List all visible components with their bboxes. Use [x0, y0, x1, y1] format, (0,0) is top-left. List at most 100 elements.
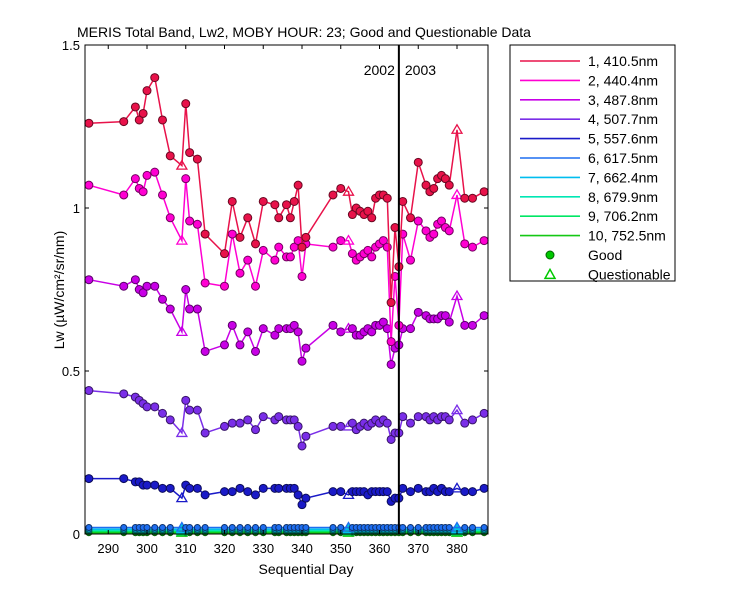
data-point [386, 298, 396, 308]
plot-frame [84, 44, 489, 535]
data-point [444, 415, 454, 425]
data-point [468, 415, 477, 425]
data-point [258, 483, 268, 493]
data-point [158, 408, 167, 418]
data-point [192, 405, 202, 415]
data-point [258, 245, 268, 255]
data-point [150, 480, 160, 490]
data-point [390, 223, 400, 233]
data-point [220, 487, 229, 497]
data-point [251, 425, 260, 435]
questionable-marker [450, 123, 464, 134]
data-point [165, 151, 175, 161]
data-point [297, 356, 307, 366]
x-tick-label: 320 [214, 541, 236, 556]
year-label-2003: 2003 [405, 62, 436, 78]
questionable-marker [450, 403, 464, 415]
data-point [367, 252, 377, 262]
questionable-marker [450, 289, 464, 301]
x-tick-label: 330 [252, 541, 274, 556]
legend-label: Good [588, 247, 622, 263]
legend-label: 8, 679.9nm [588, 189, 658, 205]
data-point [275, 523, 283, 531]
data-point [235, 340, 245, 350]
data-point [119, 474, 129, 484]
data-point [469, 523, 476, 531]
data-point [220, 340, 229, 350]
data-point [413, 307, 423, 317]
data-point [251, 281, 260, 291]
data-point [293, 180, 303, 190]
data-point [336, 487, 346, 497]
data-point [251, 239, 260, 249]
data-point [221, 523, 228, 531]
legend-label: 4, 507.7nm [588, 111, 658, 127]
data-point [398, 412, 408, 422]
data-point [165, 415, 175, 425]
data-point [468, 487, 477, 497]
x-axis-label: Sequential Day [259, 561, 354, 577]
legend-label: 7, 662.4nm [588, 169, 658, 185]
data-point [192, 154, 202, 164]
data-point [378, 236, 388, 246]
data-point [347, 418, 357, 428]
data-point [165, 304, 175, 314]
data-point [429, 229, 439, 239]
data-point [138, 288, 148, 298]
legend: 1, 410.5nm 2, 440.4nm 3, 487.8nm 4, 507.7nm… [509, 44, 676, 282]
data-point [192, 219, 202, 229]
data-point [460, 320, 470, 330]
year-label-2002: 2002 [364, 62, 395, 78]
data-point [328, 242, 338, 252]
data-point [437, 216, 446, 226]
data-point [165, 483, 175, 493]
data-point [297, 242, 307, 252]
data-point [460, 487, 470, 497]
data-point [192, 304, 202, 314]
data-point [200, 490, 210, 500]
data-point [235, 483, 245, 493]
data-point [293, 327, 303, 337]
data-point [445, 523, 453, 531]
data-point [398, 196, 408, 206]
data-point [468, 320, 477, 330]
data-point [479, 311, 489, 321]
data-point [468, 242, 477, 252]
data-point [159, 523, 166, 531]
data-point [84, 474, 94, 484]
data-point [84, 275, 94, 285]
data-point [243, 415, 253, 425]
data-point [185, 483, 195, 493]
data-point [151, 523, 159, 531]
data-point [382, 487, 392, 497]
data-point [480, 523, 488, 531]
data-point [119, 281, 129, 291]
data-point [166, 523, 174, 531]
data-point [134, 115, 144, 125]
x-tick-label: 310 [175, 541, 197, 556]
questionable-marker [342, 185, 355, 196]
data-point [413, 483, 423, 493]
data-point [158, 115, 167, 125]
data-point [378, 317, 388, 327]
data-point [479, 408, 489, 418]
data-point [289, 483, 299, 493]
data-point [243, 213, 253, 223]
series-line [88, 75, 485, 303]
data-point [336, 421, 346, 431]
data-point [251, 490, 260, 500]
data-point [227, 320, 237, 330]
y-tick-label: 0.5 [62, 364, 80, 379]
legend-good-marker [545, 250, 555, 260]
data-point [479, 236, 489, 246]
data-point [258, 196, 268, 206]
data-point [398, 483, 408, 493]
data-point [301, 343, 311, 353]
y-tick-label: 1.5 [62, 38, 80, 53]
data-point [220, 281, 229, 291]
data-point [235, 232, 245, 242]
data-point [413, 216, 423, 226]
data-point [274, 213, 284, 223]
data-point [382, 242, 392, 252]
questionable-marker [175, 491, 189, 503]
